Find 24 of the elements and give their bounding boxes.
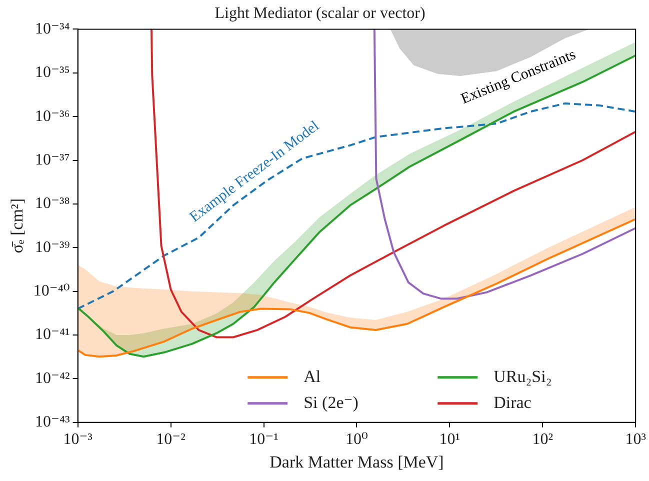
x-tick-label: 10⁻¹ — [249, 431, 279, 448]
y-tick-label: 10⁻³⁶ — [35, 108, 70, 125]
y-tick-label: 10⁻³⁹ — [35, 238, 70, 256]
y-tick-label: 10⁻³⁵ — [35, 64, 70, 82]
y-tick-label: 10⁻³⁴ — [35, 20, 70, 38]
x-tick-label: 10³ — [625, 431, 646, 448]
y-tick-label: 10⁻⁴² — [35, 370, 70, 387]
y-tick-label: 10⁻³⁷ — [35, 151, 70, 168]
x-tick-label: 10¹ — [439, 431, 460, 448]
x-tick-label: 10⁻² — [156, 431, 186, 448]
x-tick-label: 10⁰ — [346, 431, 368, 448]
legend-label: URu₂Si₂ — [494, 366, 552, 386]
y-tick-label: 10⁻⁴⁰ — [33, 282, 70, 300]
legend-label: Al — [304, 366, 321, 386]
y-tick-label: 10⁻³⁸ — [35, 195, 70, 212]
y-tick-label: 10⁻⁴¹ — [35, 326, 70, 344]
chart-title: Light Mediator (scalar or vector) — [214, 4, 426, 22]
x-tick-label: 10⁻³ — [63, 431, 93, 448]
y-tick-label: 10⁻⁴³ — [35, 414, 70, 431]
y-axis-title: σ̄ₑ [cm²] — [8, 198, 27, 254]
legend-label: Dirac — [494, 392, 532, 412]
legend-label: Si (2e⁻) — [304, 392, 358, 412]
x-axis-title: Dark Matter Mass [MeV] — [270, 452, 444, 472]
x-tick-label: 10² — [532, 431, 554, 448]
